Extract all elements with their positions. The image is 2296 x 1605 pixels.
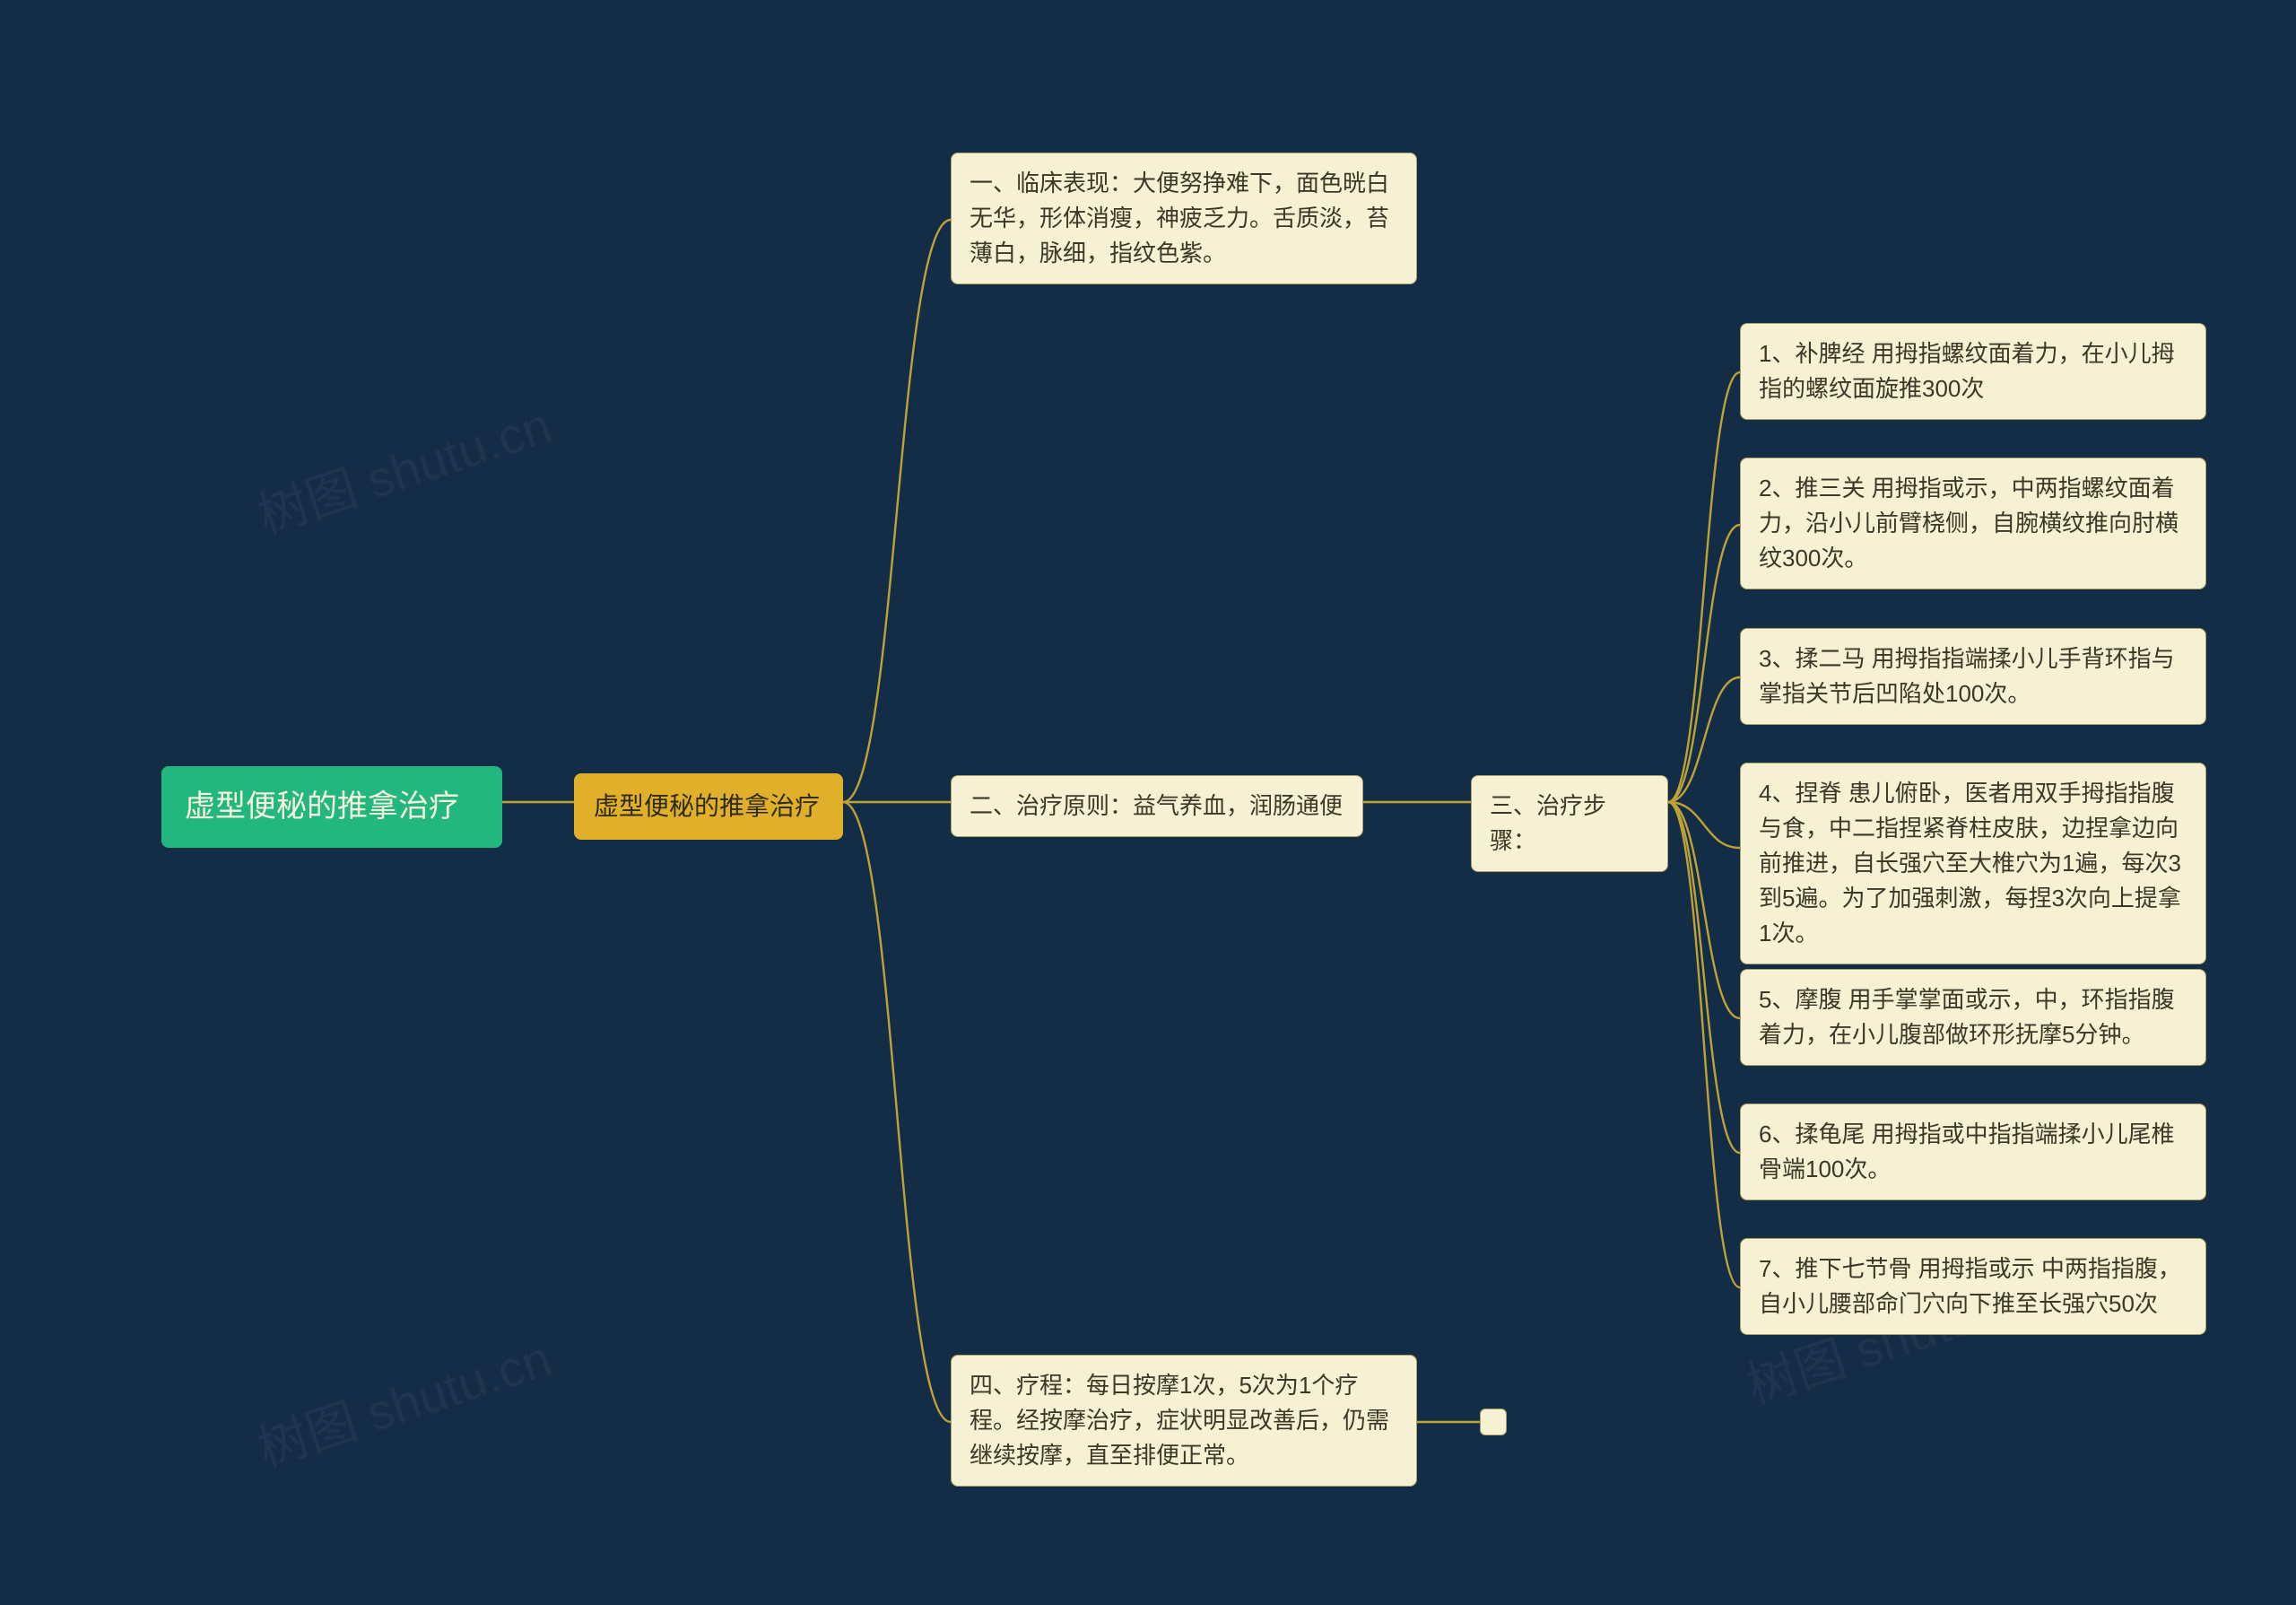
level1-node[interactable]: 虚型便秘的推拿治疗 <box>574 773 843 840</box>
step-5[interactable]: 5、摩腹 用手掌掌面或示，中，环指指腹着力，在小儿腹部做环形抚摩5分钟。 <box>1740 969 2206 1066</box>
step-1[interactable]: 1、补脾经 用拇指螺纹面着力，在小儿拇指的螺纹面旋推300次 <box>1740 323 2206 420</box>
watermark: 树图 shutu.cn <box>248 1319 560 1482</box>
empty-node[interactable] <box>1480 1409 1507 1435</box>
watermark: 树图 shutu.cn <box>248 386 560 549</box>
branch-course[interactable]: 四、疗程：每日按摩1次，5次为1个疗程。经按摩治疗，症状明显改善后，仍需继续按摩… <box>951 1355 1417 1487</box>
branch-principle[interactable]: 二、治疗原则：益气养血，润肠通便 <box>951 775 1363 837</box>
step-6[interactable]: 6、揉龟尾 用拇指或中指指端揉小儿尾椎骨端100次。 <box>1740 1103 2206 1200</box>
step-3[interactable]: 3、揉二马 用拇指指端揉小儿手背环指与掌指关节后凹陷处100次。 <box>1740 628 2206 725</box>
root-node[interactable]: 虚型便秘的推拿治疗 <box>161 766 502 848</box>
step-7[interactable]: 7、推下七节骨 用拇指或示 中两指指腹，自小儿腰部命门穴向下推至长强穴50次 <box>1740 1238 2206 1335</box>
branch-clinical[interactable]: 一、临床表现：大便努挣难下，面色晄白无华，形体消瘦，神疲乏力。舌质淡，苔薄白，脉… <box>951 153 1417 284</box>
step-2[interactable]: 2、推三关 用拇指或示，中两指螺纹面着力，沿小儿前臂桡侧，自腕横纹推向肘横纹30… <box>1740 458 2206 589</box>
step-4[interactable]: 4、捏脊 患儿俯卧，医者用双手拇指指腹与食，中二指捏紧脊柱皮肤，边捏拿边向前推进… <box>1740 763 2206 964</box>
branch-steps[interactable]: 三、治疗步骤： <box>1471 775 1668 872</box>
